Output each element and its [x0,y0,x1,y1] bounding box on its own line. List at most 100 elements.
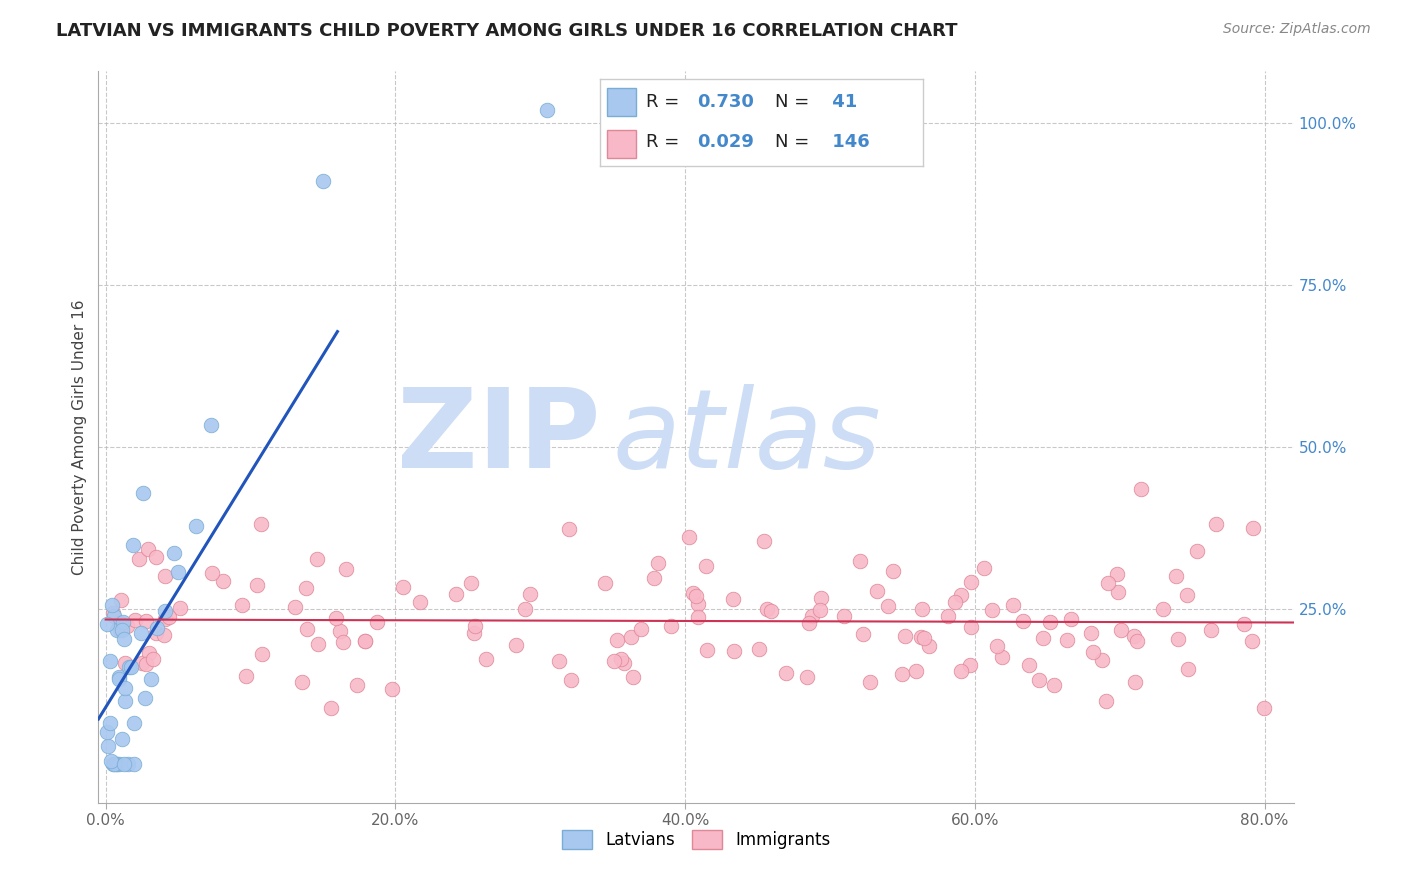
Point [122,538,145,552]
Point [103,756,125,771]
Point [911,601,934,615]
Point [155,612,177,626]
Point [959,658,981,673]
Point [142,652,165,666]
Point [1039,615,1062,629]
Point [444,587,467,601]
Point [695,559,717,574]
Point [1123,675,1146,690]
Point [121,660,143,674]
Point [96,617,118,632]
Point [136,542,159,557]
Point [108,616,131,631]
Point [748,641,770,656]
Point [1012,614,1035,628]
Point [101,756,124,771]
Point [122,716,145,731]
Point [117,619,139,633]
Point [973,561,995,575]
Point [912,632,935,646]
Point [1002,598,1025,612]
Point [547,654,569,668]
Point [146,621,169,635]
Point [249,516,271,531]
Point [307,637,329,651]
Point [943,595,966,609]
Point [325,611,347,625]
Point [474,652,496,666]
Point [1107,585,1129,599]
Point [960,620,983,634]
Point [505,638,527,652]
Point [890,667,912,681]
Point [1090,653,1112,667]
Point [294,581,316,595]
Point [1241,521,1264,535]
Point [163,546,186,560]
Point [101,606,124,620]
Point [212,574,235,588]
Point [108,669,131,683]
Point [686,598,709,612]
Point [756,602,779,616]
Point [392,580,415,594]
Point [1056,633,1078,648]
Point [200,418,222,433]
Point [603,654,626,668]
Point [1032,631,1054,645]
Point [659,619,682,633]
Point [1187,544,1209,558]
Point [103,609,125,624]
Point [630,623,652,637]
Point [307,552,329,566]
Point [101,598,124,612]
Point [643,571,665,585]
Point [155,604,177,618]
Point [752,533,775,548]
Point [157,610,180,624]
Point [96,725,118,739]
Point [1253,700,1275,714]
Point [560,673,582,687]
Point [284,599,307,614]
Point [1233,617,1256,632]
Point [312,174,335,188]
Point [620,630,643,644]
Point [152,628,174,642]
Point [132,486,155,500]
Point [105,756,128,771]
Point [114,657,136,671]
Point [949,664,972,678]
Point [1126,634,1149,648]
Point [621,670,644,684]
Point [986,640,1008,654]
Point [464,619,486,633]
Point [950,588,973,602]
Text: LATVIAN VS IMMIGRANTS CHILD POVERTY AMONG GIRLS UNDER 16 CORRELATION CHART: LATVIAN VS IMMIGRANTS CHILD POVERTY AMON… [56,22,957,40]
Point [153,569,176,583]
Point [112,756,135,771]
Point [108,624,131,638]
Point [122,756,145,771]
Point [138,646,160,660]
Point [678,530,700,544]
Point [100,754,122,768]
Point [201,566,224,581]
Point [877,599,900,614]
Point [1107,567,1129,582]
Point [1109,624,1132,638]
Point [108,615,131,630]
Point [1130,482,1153,496]
Point [97,739,120,753]
Point [910,630,932,644]
Point [329,624,352,638]
Point [882,564,904,578]
Point [250,647,273,661]
Text: Source: ZipAtlas.com: Source: ZipAtlas.com [1223,22,1371,37]
Point [145,549,167,564]
Point [1018,657,1040,672]
Point [606,632,628,647]
Point [904,665,927,679]
Point [1122,630,1144,644]
Point [129,626,152,640]
